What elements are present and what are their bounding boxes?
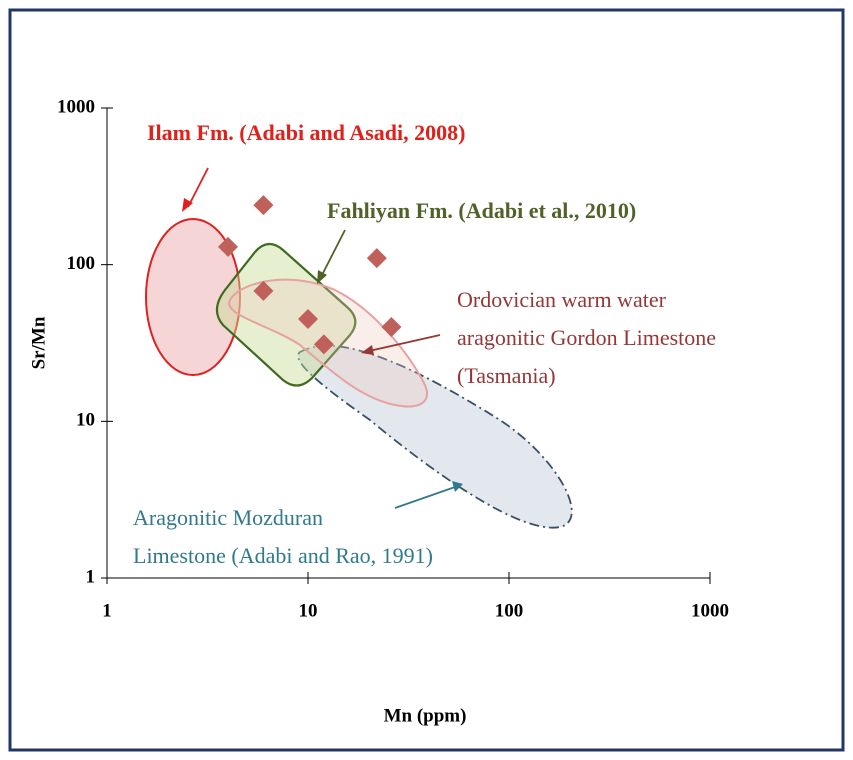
annotation: Fahliyan Fm. (Adabi et al., 2010) bbox=[327, 198, 636, 223]
y-tick-label: 100 bbox=[67, 253, 96, 274]
x-tick-label: 10 bbox=[299, 600, 318, 621]
ilam-region bbox=[145, 218, 241, 376]
x-tick-label: 1000 bbox=[691, 600, 729, 621]
arrows bbox=[182, 167, 463, 509]
point bbox=[313, 334, 334, 355]
mozduran-region bbox=[297, 344, 573, 529]
annotation: (Tasmania) bbox=[457, 363, 556, 388]
annotation: Ordovician warm water bbox=[457, 287, 667, 312]
point bbox=[253, 280, 274, 301]
y-tick-label: 1000 bbox=[57, 96, 95, 117]
x-tick-label: 100 bbox=[495, 600, 524, 621]
point bbox=[366, 248, 387, 269]
annotation: aragonitic Gordon Limestone bbox=[457, 325, 716, 350]
x-axis-label: Mn (ppm) bbox=[384, 705, 467, 726]
y-tick-label: 1 bbox=[86, 566, 96, 587]
point bbox=[218, 236, 239, 257]
point bbox=[298, 308, 318, 329]
frame bbox=[8, 8, 845, 752]
point bbox=[253, 195, 274, 216]
y-tick-label: 10 bbox=[76, 410, 95, 431]
annotation: Ilam Fm. (Adabi and Asadi, 2008) bbox=[147, 120, 465, 145]
annotation: Aragonitic Mozduran bbox=[133, 505, 323, 530]
annotation: Limestone (Adabi and Rao, 1991) bbox=[133, 543, 433, 568]
point bbox=[381, 317, 402, 338]
x-tick-label: 1 bbox=[102, 600, 112, 621]
y-axis-label: Sr/Mn bbox=[28, 316, 49, 369]
